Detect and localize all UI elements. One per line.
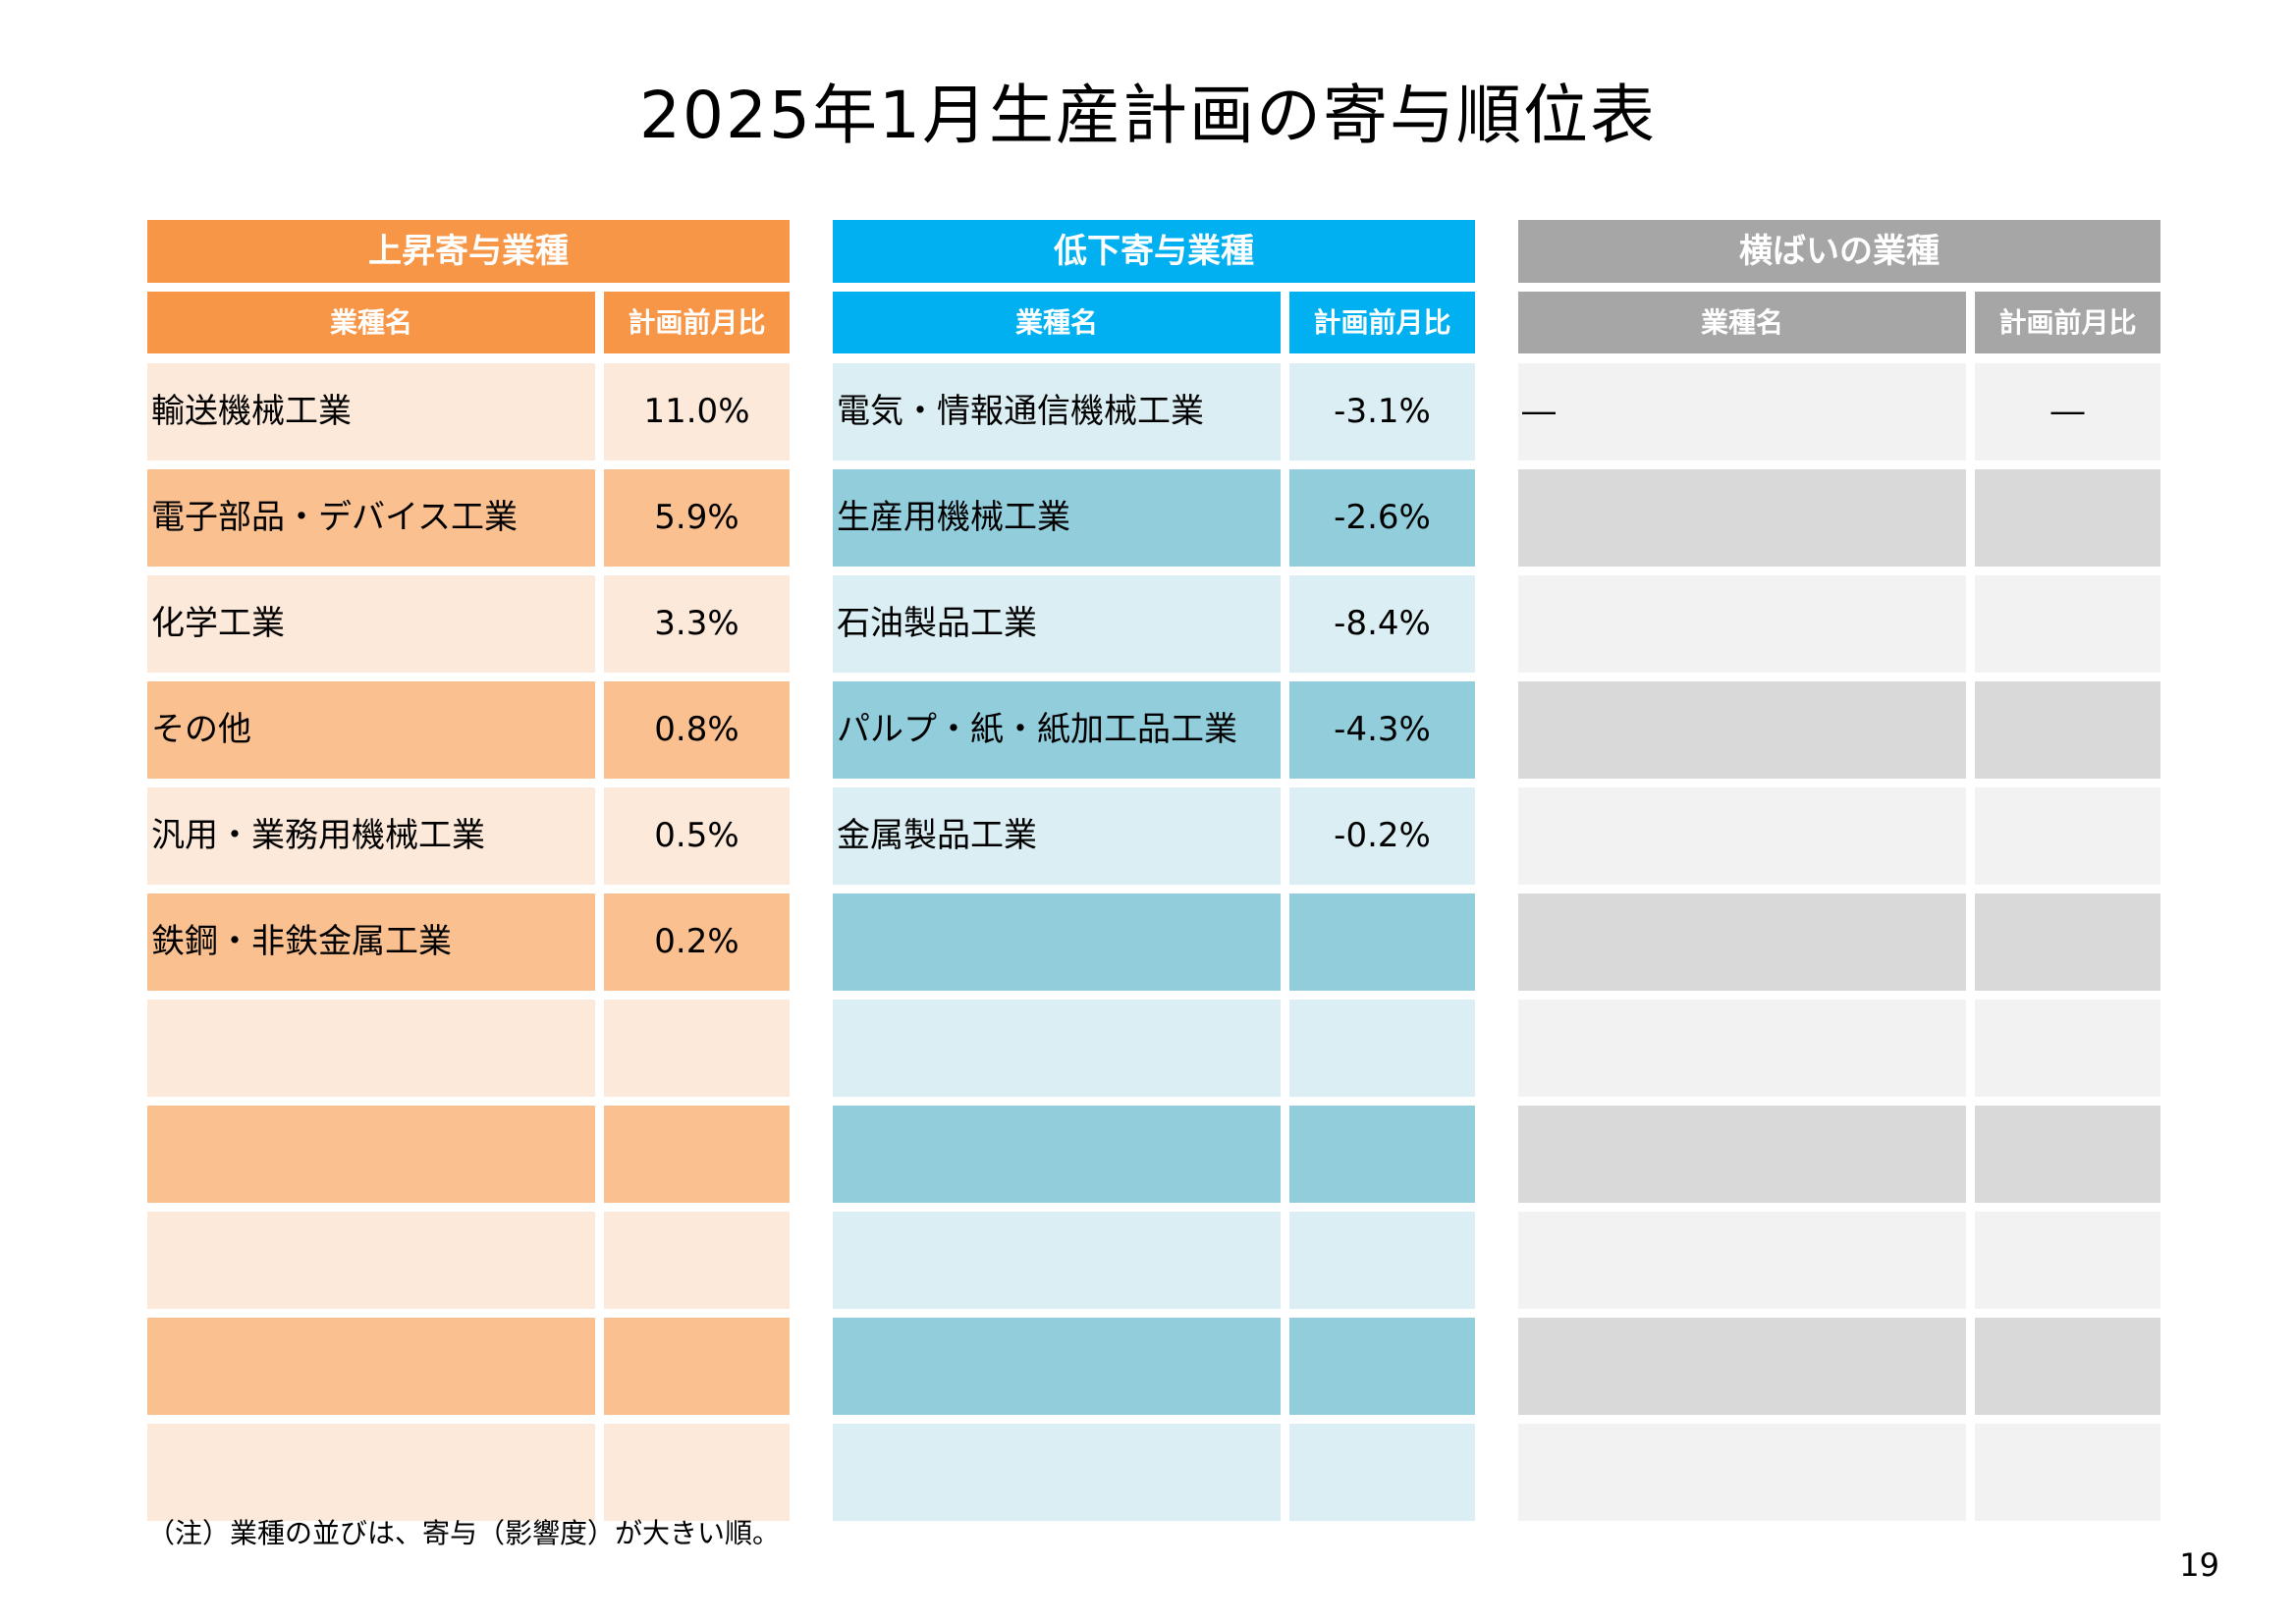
- rise-row-5-mom-change: 0.5%: [604, 787, 790, 885]
- rise-row-3-industry-name: 化学工業: [147, 575, 595, 673]
- fall-row-10-mom-change: [1289, 1318, 1475, 1415]
- flat-row-10-mom-change: [1975, 1318, 2160, 1415]
- flat-row-8-mom-change: [1975, 1106, 2160, 1203]
- flat-row-9-mom-change: [1975, 1212, 2160, 1309]
- rise-row-7-mom-change: [604, 1000, 790, 1097]
- fall-row-5-industry-name: 金属製品工業: [833, 787, 1281, 885]
- flat-row-5-mom-change: [1975, 787, 2160, 885]
- flat-row-3-mom-change: [1975, 575, 2160, 673]
- fall-row-6-mom-change: [1289, 893, 1475, 991]
- fall-row-6-industry-name: [833, 893, 1281, 991]
- flat-row-3-industry-name: [1518, 575, 1966, 673]
- flat-column-header-value: 計画前月比: [1975, 292, 2160, 353]
- rise-row-9-industry-name: [147, 1212, 595, 1309]
- rise-panel-title: 上昇寄与業種: [147, 220, 790, 283]
- fall-row-11-industry-name: [833, 1424, 1281, 1521]
- flat-row-2-industry-name: [1518, 469, 1966, 567]
- fall-row-7-industry-name: [833, 1000, 1281, 1097]
- fall-row-2-mom-change: -2.6%: [1289, 469, 1475, 567]
- rise-row-2-industry-name: 電子部品・デバイス工業: [147, 469, 595, 567]
- flat-industry-panel: 横ばいの業種 業種名 計画前月比 ― ―: [1518, 220, 2160, 1530]
- flat-row-4-mom-change: [1975, 681, 2160, 779]
- page-number: 19: [2179, 1546, 2219, 1584]
- rise-row-5-industry-name: 汎用・業務用機械工業: [147, 787, 595, 885]
- rise-row-8-industry-name: [147, 1106, 595, 1203]
- rise-row-6-industry-name: 鉄鋼・非鉄金属工業: [147, 893, 595, 991]
- fall-row-8-industry-name: [833, 1106, 1281, 1203]
- flat-row-7-mom-change: [1975, 1000, 2160, 1097]
- fall-row-9-industry-name: [833, 1212, 1281, 1309]
- fall-row-10-industry-name: [833, 1318, 1281, 1415]
- rise-row-10-mom-change: [604, 1318, 790, 1415]
- flat-row-10-industry-name: [1518, 1318, 1966, 1415]
- rise-row-3-mom-change: 3.3%: [604, 575, 790, 673]
- fall-panel-title: 低下寄与業種: [833, 220, 1475, 283]
- flat-row-9-industry-name: [1518, 1212, 1966, 1309]
- flat-row-6-mom-change: [1975, 893, 2160, 991]
- rise-row-4-mom-change: 0.8%: [604, 681, 790, 779]
- fall-row-2-industry-name: 生産用機械工業: [833, 469, 1281, 567]
- fall-row-1-mom-change: -3.1%: [1289, 363, 1475, 460]
- rise-row-10-industry-name: [147, 1318, 595, 1415]
- fall-row-3-mom-change: -8.4%: [1289, 575, 1475, 673]
- fall-contribution-panel: 低下寄与業種 業種名 計画前月比 電気・情報通信機械工業 -3.1% 生産用機械工業 -2.…: [833, 220, 1475, 1530]
- flat-column-header-name: 業種名: [1518, 292, 1966, 353]
- rise-column-header-value: 計画前月比: [604, 292, 790, 353]
- flat-row-1-industry-name: ―: [1518, 363, 1966, 460]
- rise-row-8-mom-change: [604, 1106, 790, 1203]
- fall-column-header-value: 計画前月比: [1289, 292, 1475, 353]
- flat-row-7-industry-name: [1518, 1000, 1966, 1097]
- fall-row-4-mom-change: -4.3%: [1289, 681, 1475, 779]
- flat-row-11-mom-change: [1975, 1424, 2160, 1521]
- page-title: 2025年1月生産計画の寄与順位表: [639, 78, 1657, 153]
- rise-row-1-industry-name: 輸送機械工業: [147, 363, 595, 460]
- flat-row-4-industry-name: [1518, 681, 1966, 779]
- rise-row-7-industry-name: [147, 1000, 595, 1097]
- flat-row-1-mom-change: ―: [1975, 363, 2160, 460]
- rise-row-11-industry-name: [147, 1424, 595, 1521]
- fall-row-9-mom-change: [1289, 1212, 1475, 1309]
- rise-row-1-mom-change: 11.0%: [604, 363, 790, 460]
- rise-row-11-mom-change: [604, 1424, 790, 1521]
- fall-column-header-name: 業種名: [833, 292, 1281, 353]
- rise-row-2-mom-change: 5.9%: [604, 469, 790, 567]
- rise-row-6-mom-change: 0.2%: [604, 893, 790, 991]
- flat-row-11-industry-name: [1518, 1424, 1966, 1521]
- flat-row-6-industry-name: [1518, 893, 1966, 991]
- rise-contribution-panel: 上昇寄与業種 業種名 計画前月比 輸送機械工業 11.0% 電子部品・デバイス工業 5.9%…: [147, 220, 790, 1530]
- rise-column-header-name: 業種名: [147, 292, 595, 353]
- rise-row-9-mom-change: [604, 1212, 790, 1309]
- fall-row-3-industry-name: 石油製品工業: [833, 575, 1281, 673]
- fall-row-7-mom-change: [1289, 1000, 1475, 1097]
- fall-row-11-mom-change: [1289, 1424, 1475, 1521]
- flat-row-2-mom-change: [1975, 469, 2160, 567]
- flat-row-5-industry-name: [1518, 787, 1966, 885]
- fall-row-4-industry-name: パルプ・紙・紙加工品工業: [833, 681, 1281, 779]
- fall-row-5-mom-change: -0.2%: [1289, 787, 1475, 885]
- fall-row-8-mom-change: [1289, 1106, 1475, 1203]
- flat-panel-title: 横ばいの業種: [1518, 220, 2160, 283]
- flat-row-8-industry-name: [1518, 1106, 1966, 1203]
- footnote: （注）業種の並びは、寄与（影響度）が大きい順。: [147, 1517, 781, 1549]
- fall-row-1-industry-name: 電気・情報通信機械工業: [833, 363, 1281, 460]
- rise-row-4-industry-name: その他: [147, 681, 595, 779]
